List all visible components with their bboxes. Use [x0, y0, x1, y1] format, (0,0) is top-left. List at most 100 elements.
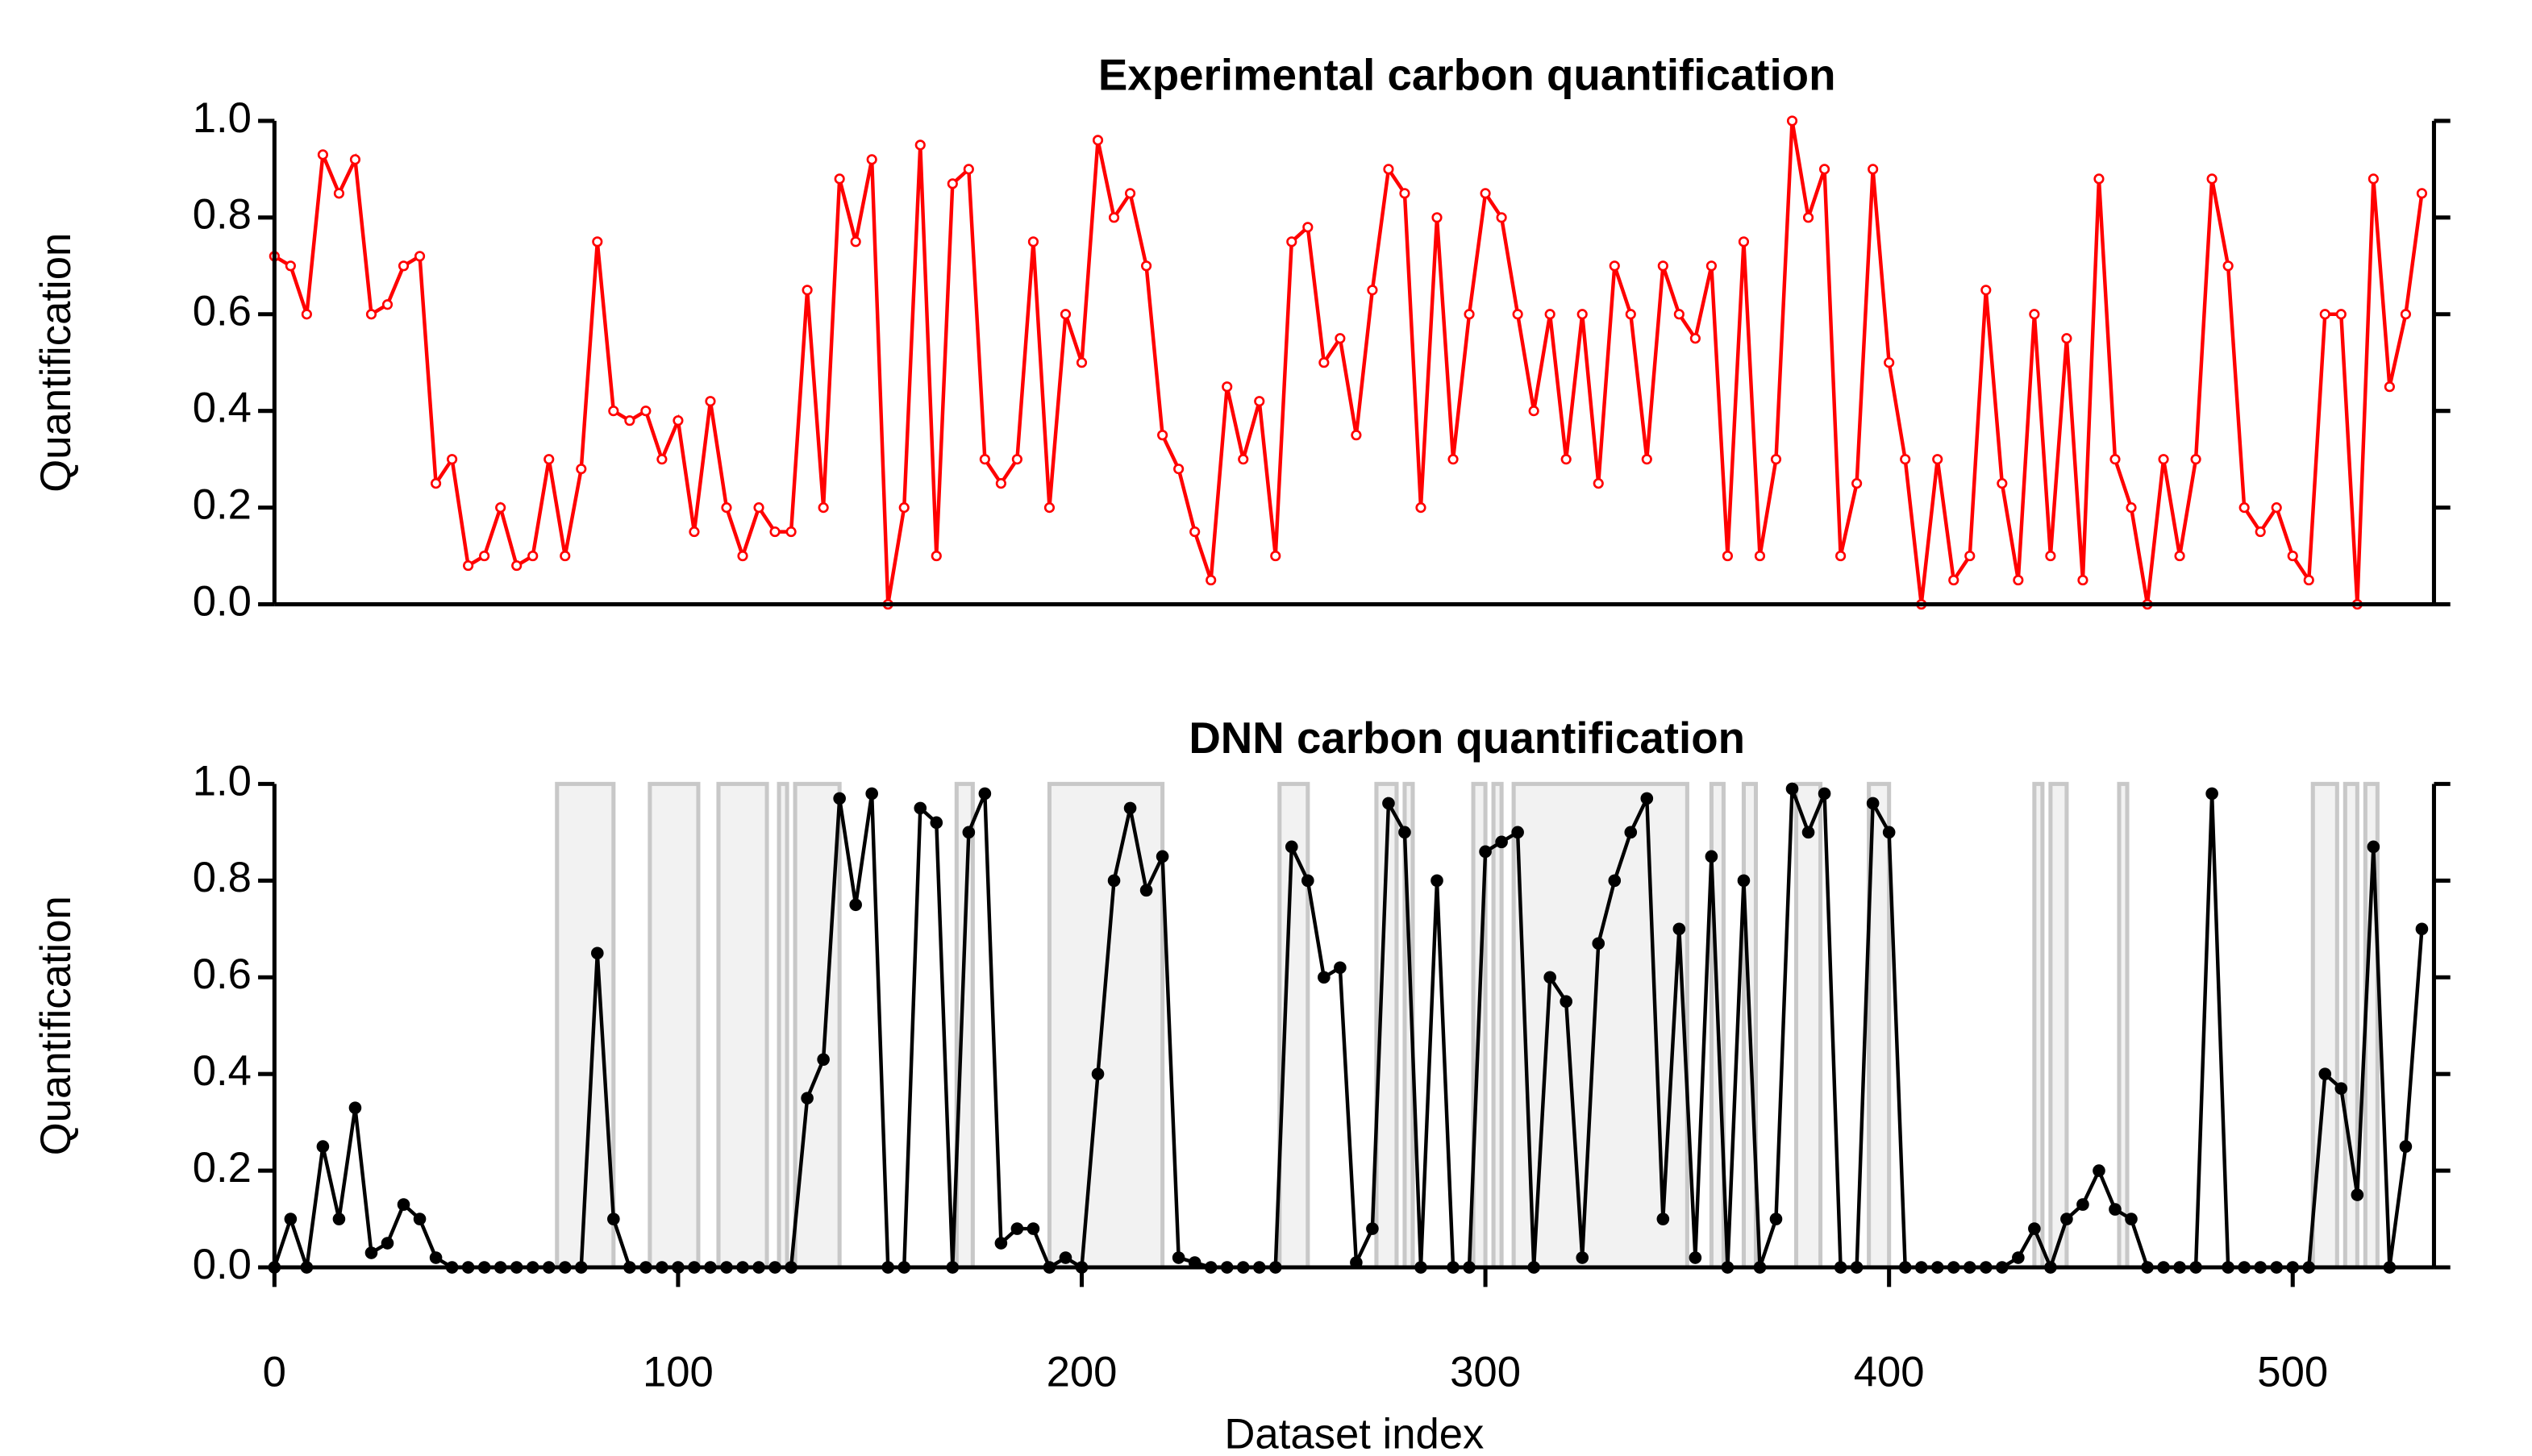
- data-point: [1479, 845, 1492, 859]
- data-point: [1027, 1222, 1040, 1235]
- data-point: [1270, 550, 1281, 562]
- data-point: [2126, 502, 2137, 514]
- shaded-region: [793, 781, 842, 1270]
- data-point: [1624, 826, 1638, 839]
- data-point: [2190, 454, 2201, 465]
- x-tick-label: 500: [2257, 1349, 2328, 1396]
- data-point: [1641, 454, 1652, 465]
- data-point: [705, 396, 716, 407]
- data-point: [2303, 574, 2314, 586]
- data-point: [689, 526, 700, 538]
- data-point: [2158, 454, 2169, 465]
- shaded-region: [2048, 781, 2069, 1270]
- data-point: [429, 1251, 443, 1264]
- data-point: [447, 454, 458, 465]
- data-point: [2222, 260, 2234, 272]
- data-point: [2205, 787, 2218, 801]
- data-point: [802, 285, 813, 296]
- data-point: [543, 454, 555, 465]
- shaded-region: [1511, 781, 1689, 1270]
- data-point: [1173, 464, 1185, 475]
- data-point: [2093, 1164, 2105, 1177]
- data-point: [1673, 309, 1685, 320]
- data-point: [1576, 309, 1588, 320]
- data-point: [1043, 502, 1056, 514]
- data-point: [1737, 874, 1751, 888]
- y-tick-label: 1.0: [193, 94, 252, 142]
- data-point: [1415, 502, 1426, 514]
- data-point: [1543, 971, 1556, 984]
- data-point: [1882, 826, 1896, 839]
- data-point: [1866, 797, 1880, 810]
- data-point: [624, 415, 635, 426]
- data-point: [1447, 454, 1459, 465]
- data-point: [1689, 333, 1701, 344]
- data-point: [656, 454, 668, 465]
- data-point: [1092, 135, 1104, 146]
- data-point: [430, 478, 442, 489]
- data-point: [2076, 1198, 2089, 1211]
- data-point: [1560, 995, 1572, 1009]
- data-point: [1108, 212, 1120, 223]
- shaded-region: [777, 781, 789, 1270]
- data-point: [2125, 1213, 2138, 1225]
- data-point: [1868, 164, 1879, 175]
- data-point: [914, 801, 927, 815]
- shaded-region: [954, 781, 975, 1270]
- data-point: [994, 1237, 1008, 1250]
- data-point: [1495, 835, 1508, 849]
- y-axis-label: Quantification: [32, 896, 80, 1155]
- data-point: [2109, 1203, 2122, 1216]
- data-point: [1657, 260, 1668, 272]
- data-point: [673, 415, 684, 426]
- data-point: [397, 1198, 410, 1211]
- data-point: [1609, 260, 1620, 272]
- data-point: [1884, 357, 1895, 368]
- x-axis-label: Dataset index: [1224, 1411, 1484, 1456]
- data-point: [2335, 309, 2347, 320]
- y-tick-label: 0.0: [193, 1241, 252, 1288]
- data-point: [1835, 550, 1847, 562]
- data-point: [1544, 309, 1555, 320]
- data-point: [1997, 478, 2008, 489]
- data-point: [1932, 454, 1943, 465]
- data-point: [2028, 1222, 2041, 1235]
- data-point: [1302, 222, 1314, 233]
- data-point: [2255, 526, 2266, 538]
- data-point: [1464, 309, 1475, 320]
- data-point: [1189, 526, 1201, 538]
- data-point: [898, 502, 910, 514]
- data-point: [2367, 840, 2380, 854]
- y-tick-label: 0.2: [193, 1144, 252, 1192]
- data-point: [463, 560, 474, 572]
- data-point: [1625, 309, 1636, 320]
- data-point: [1335, 333, 1346, 344]
- data-point: [1672, 922, 1686, 936]
- data-point: [1592, 937, 1605, 951]
- data-point: [1512, 309, 1523, 320]
- data-point: [1399, 188, 1410, 199]
- data-point: [333, 188, 345, 199]
- data-point: [1640, 792, 1654, 805]
- data-point: [1318, 971, 1331, 984]
- data-point: [850, 236, 861, 248]
- data-point: [381, 1237, 394, 1250]
- y-tick-label: 0.8: [193, 191, 252, 239]
- y-tick-label: 1.0: [193, 757, 252, 805]
- data-point: [930, 816, 943, 830]
- data-point: [1722, 550, 1734, 562]
- chart-title: DNN carbon quantification: [1189, 713, 1745, 763]
- x-tick-label: 300: [1450, 1349, 1521, 1396]
- data-point: [591, 946, 604, 960]
- data-point: [2318, 1067, 2332, 1080]
- data-point: [1738, 236, 1750, 248]
- data-point: [316, 1140, 330, 1153]
- data-point: [1334, 961, 1347, 975]
- chart-title: Experimental carbon quantification: [1098, 50, 1836, 100]
- data-point: [1011, 454, 1022, 465]
- data-point: [1027, 236, 1039, 248]
- data-point: [1786, 115, 1798, 127]
- data-point: [511, 560, 523, 572]
- data-point: [1124, 188, 1136, 199]
